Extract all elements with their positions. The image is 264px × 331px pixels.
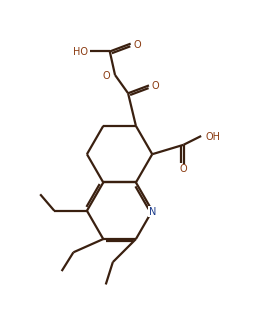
Text: N: N bbox=[149, 207, 156, 217]
Text: O: O bbox=[180, 164, 187, 174]
Text: O: O bbox=[152, 81, 159, 91]
Text: OH: OH bbox=[205, 132, 220, 142]
Text: HO: HO bbox=[73, 47, 88, 58]
Text: O: O bbox=[103, 71, 110, 81]
Text: O: O bbox=[133, 40, 141, 50]
